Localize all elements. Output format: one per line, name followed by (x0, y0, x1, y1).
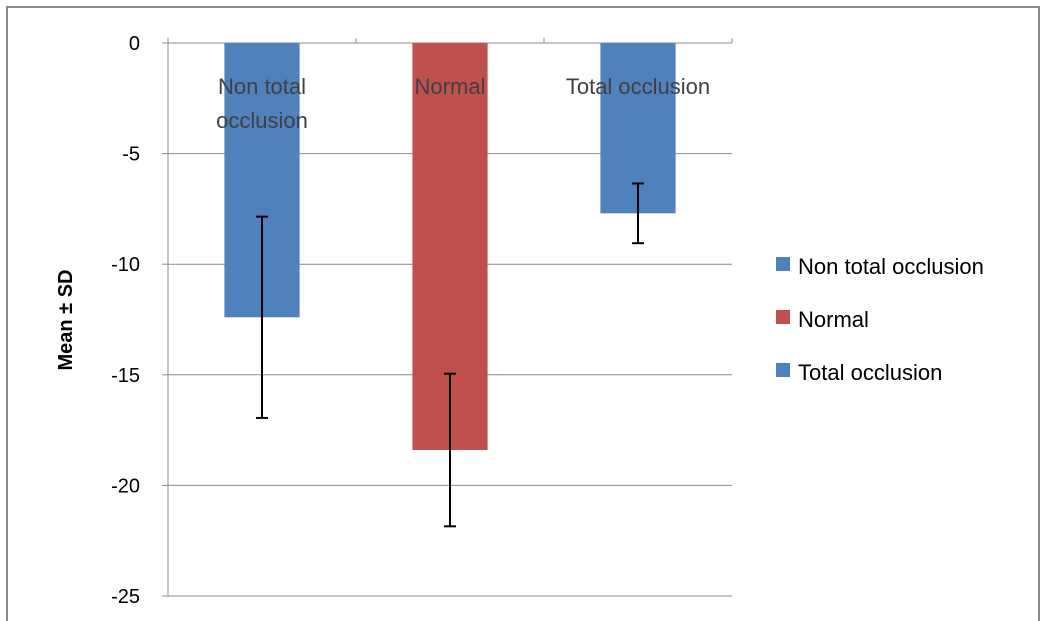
y-tick-label: -5 (122, 144, 140, 166)
error-bars (256, 182, 644, 528)
legend-label: Normal (798, 307, 869, 332)
y-tick-label: -15 (111, 365, 140, 387)
y-tick-label: -25 (111, 586, 140, 608)
legend-swatch (776, 363, 790, 377)
category-labels: Non total occlusion Normal Total occlusion (216, 74, 710, 133)
legend-label: Total occlusion (798, 360, 942, 385)
y-tick-label: 0 (129, 33, 140, 55)
category-label: Total occlusion (566, 74, 710, 99)
chart-frame (6, 6, 1040, 621)
category-label: Non total occlusion (216, 74, 308, 133)
category-label: Normal (415, 74, 486, 99)
legend-swatch (776, 310, 790, 324)
legend-swatch (776, 257, 790, 271)
y-tick-label: -10 (111, 254, 140, 276)
y-axis-title: Mean ± SD (55, 270, 77, 371)
legend: Non total occlusion Normal Total occlusion (776, 254, 984, 385)
y-tick-label: -20 (111, 475, 140, 497)
axes: 0 -5 -10 -15 -20 -25 (111, 33, 733, 608)
bars (224, 43, 676, 451)
legend-label: Non total occlusion (798, 254, 984, 279)
